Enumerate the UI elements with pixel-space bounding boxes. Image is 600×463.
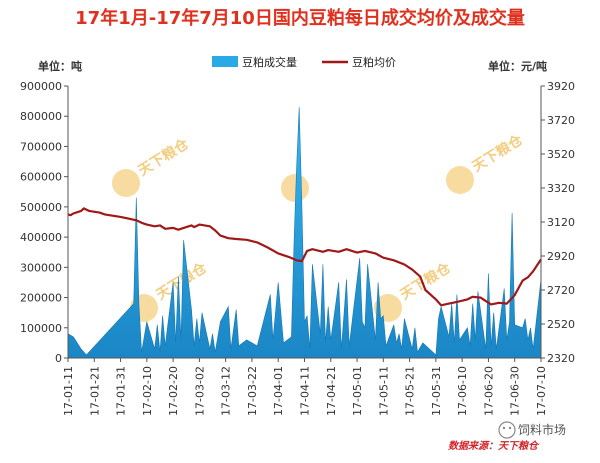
right-tick-label: 3320 [547, 182, 575, 195]
left-tick-label: 500000 [20, 201, 62, 214]
x-tick-label: 17-07-10 [535, 366, 548, 416]
x-tick-label: 17-01-21 [88, 366, 101, 416]
price-line-layer [67, 207, 542, 307]
price-line [67, 207, 542, 307]
legend: 豆粕成交量 豆粕均价 [212, 55, 396, 69]
right-tick-label: 3120 [547, 216, 575, 229]
right-tick-label: 2520 [547, 318, 575, 331]
x-tick-label: 17-01-31 [115, 366, 128, 416]
x-tick-label: 17-05-11 [377, 366, 390, 416]
x-tick-label: 17-04-11 [299, 366, 312, 416]
left-tick-label: 700000 [20, 140, 62, 153]
x-tick-label: 17-02-20 [167, 366, 180, 416]
legend-label-volume: 豆粕成交量 [242, 55, 297, 69]
watermark-brand: 天下粮仓 [469, 131, 526, 176]
wechat-icon-eye [508, 426, 512, 430]
right-tick-label: 3720 [547, 114, 575, 127]
x-tick-label: 17-05-21 [404, 366, 417, 416]
watermark-logo-icon [446, 166, 474, 194]
watermark-3: 天下粮仓 [446, 131, 526, 194]
volume-area-layer [67, 107, 542, 359]
wechat-badge: 饲料市场 [498, 421, 566, 439]
left-tick-label: 200000 [20, 292, 62, 305]
watermark-logo-icon [112, 169, 140, 197]
right-axis-unit: 单位：元/吨 [488, 59, 547, 73]
chart-title: 17年1月-17年7月10日国内豆粕每日成交均价及成交量 [75, 7, 525, 29]
data-source: 数据来源：天下粮仓 [448, 440, 540, 452]
volume-area [67, 107, 542, 359]
right-tick-label: 2920 [547, 250, 575, 263]
legend-label-price: 豆粕均价 [352, 55, 396, 69]
left-tick-label: 900000 [20, 80, 62, 93]
x-tick-label: 17-06-20 [482, 366, 495, 416]
x-tick-label: 17-04-01 [272, 366, 285, 416]
legend-swatch-volume [212, 56, 238, 67]
right-tick-label: 2320 [547, 352, 575, 365]
watermark-brand: 天下粮仓 [153, 259, 210, 304]
x-tick-label: 17-06-30 [509, 366, 522, 416]
left-axis-unit: 单位：吨 [38, 59, 82, 73]
left-tick-label: 600000 [20, 171, 62, 184]
left-tick-label: 800000 [20, 110, 62, 123]
watermark-brand: 天下粮仓 [135, 135, 192, 180]
wechat-icon [498, 421, 516, 439]
left-tick-label: 400000 [20, 231, 62, 244]
x-tick-label: 17-01-11 [62, 366, 75, 416]
left-tick-label: 0 [55, 352, 62, 365]
left-tick-label: 300000 [20, 261, 62, 274]
watermark-2 [281, 174, 309, 202]
wechat-icon-eye [502, 426, 506, 430]
x-tick-label: 17-02-10 [141, 366, 154, 416]
right-tick-label: 2720 [547, 284, 575, 297]
right-tick-label: 3520 [547, 148, 575, 161]
x-tick-label: 17-03-02 [193, 366, 206, 416]
x-tick-label: 17-03-12 [220, 366, 233, 416]
wechat-account-label: 饲料市场 [518, 422, 566, 437]
x-tick-label: 17-05-01 [351, 366, 364, 416]
x-tick-label: 17-05-31 [430, 366, 443, 416]
watermark-1: 天下粮仓 [112, 135, 192, 197]
x-tick-label: 17-04-21 [325, 366, 338, 416]
axes: 0 100000 200000 300000 400000 500000 600000 700… [20, 80, 575, 416]
watermark-logo-icon [281, 174, 309, 202]
x-tick-label: 17-03-22 [246, 366, 259, 416]
left-tick-label: 100000 [20, 322, 62, 335]
right-tick-label: 3920 [547, 80, 575, 93]
x-tick-label: 17-06-10 [456, 366, 469, 416]
watermark-logo-icon [374, 294, 402, 322]
